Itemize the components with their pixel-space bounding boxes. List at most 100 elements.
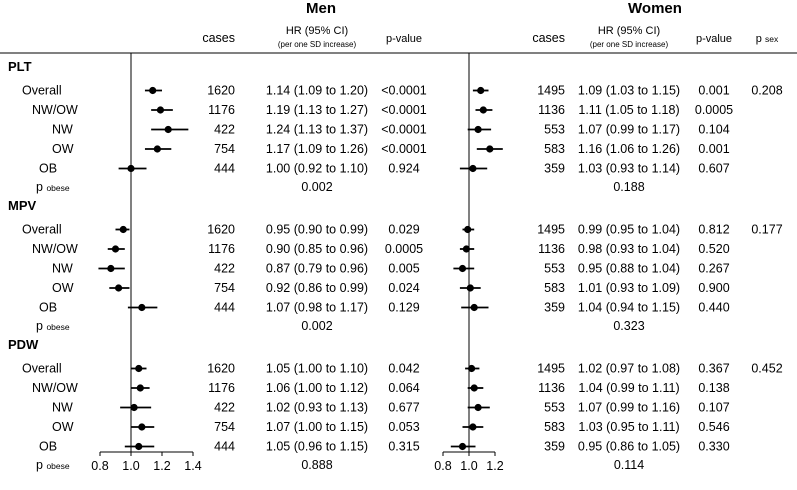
hr-value: 1.02 (0.93 to 1.13)	[266, 401, 368, 415]
panel-title: Men	[306, 0, 336, 17]
hr-value: 1.06 (1.00 to 1.12)	[266, 381, 368, 395]
hr-value: 1.16 (1.06 to 1.26)	[578, 142, 680, 156]
hr-value: 1.07 (0.98 to 1.17)	[266, 301, 368, 315]
x-tick-label: 1.4	[184, 459, 201, 473]
hr-header: HR (95% CI)	[286, 25, 348, 37]
p-value: 0.0005	[385, 242, 423, 256]
cases-value: 359	[544, 440, 565, 454]
cases-value: 422	[214, 123, 235, 137]
point-estimate	[156, 106, 165, 114]
p-obese-value: 0.323	[613, 319, 644, 333]
panel-women: Women cases HR (95% CI) (per one SD increas…	[434, 0, 782, 473]
point-estimate	[136, 384, 144, 392]
panel-men: Men cases HR (95% CI) (per one SD increase)…	[91, 0, 427, 473]
hr-value: 1.07 (0.99 to 1.16)	[578, 401, 680, 415]
row-label: NW/OW	[32, 381, 78, 395]
cases-value: 583	[544, 281, 565, 295]
point-estimate	[149, 86, 157, 95]
p-value: 0.330	[698, 440, 729, 454]
p-value: 0.001	[698, 142, 729, 156]
cases-value: 754	[214, 142, 235, 156]
p-obese-label: p obese	[36, 458, 70, 472]
hr-value: 0.98 (0.93 to 1.04)	[578, 242, 680, 256]
hr-value: 0.95 (0.88 to 1.04)	[578, 262, 680, 276]
row-label: OW	[52, 281, 74, 295]
hr-value: 0.90 (0.85 to 0.96)	[266, 242, 368, 256]
hr-value: 1.05 (0.96 to 1.15)	[266, 440, 368, 454]
cases-value: 553	[544, 123, 565, 137]
row-label: NW/OW	[32, 242, 78, 256]
cases-value: 553	[544, 262, 565, 276]
p-value: <0.0001	[381, 123, 427, 137]
point-estimate	[107, 264, 115, 273]
hr-value: 1.03 (0.95 to 1.11)	[578, 420, 679, 434]
hr-value: 1.07 (0.99 to 1.17)	[578, 123, 680, 137]
hr-value: 0.87 (0.79 to 0.96)	[266, 262, 368, 276]
cases-value: 1620	[207, 362, 235, 376]
cases-value: 359	[544, 162, 565, 176]
hr-value: 1.11 (1.05 to 1.18)	[578, 103, 679, 117]
hr-value: 0.95 (0.90 to 0.99)	[266, 223, 368, 237]
point-estimate	[115, 284, 123, 292]
p-sex-value: 0.177	[751, 223, 782, 237]
point-estimate	[111, 245, 120, 253]
row-label: NW	[52, 123, 73, 137]
row-label: Overall	[22, 84, 62, 98]
hr-value: 1.03 (0.93 to 1.14)	[578, 162, 680, 176]
point-estimate	[470, 303, 478, 312]
point-estimate	[458, 442, 467, 451]
cases-value: 1176	[208, 103, 235, 117]
p-obese-label: p obese	[36, 180, 70, 194]
point-estimate	[477, 86, 485, 95]
point-estimate	[462, 245, 470, 253]
p-value: <0.0001	[381, 103, 427, 117]
p-value: 0.001	[698, 84, 729, 98]
row-label: OB	[39, 301, 57, 315]
point-estimate	[127, 164, 135, 173]
p-value: 0.546	[698, 420, 729, 434]
cases-value: 754	[214, 281, 235, 295]
p-value: 0.029	[388, 223, 419, 237]
p-value: 0.267	[698, 262, 729, 276]
hr-value: 1.14 (1.09 to 1.20)	[266, 84, 368, 98]
cases-value: 583	[544, 420, 565, 434]
cases-value: 444	[214, 301, 235, 315]
p-value: 0.104	[698, 123, 729, 137]
p-obese-value: 0.188	[613, 180, 644, 194]
cases-value: 422	[214, 262, 235, 276]
p-value: 0.129	[388, 301, 419, 315]
section-label-pdw: PDW	[8, 337, 39, 352]
point-estimate	[119, 225, 127, 234]
row-label: NW	[52, 401, 73, 415]
point-estimate	[164, 125, 172, 134]
row-label: OW	[52, 142, 74, 156]
panel-title: Women	[628, 0, 682, 17]
cases-value: 422	[214, 401, 235, 415]
point-estimate	[474, 403, 482, 412]
p-value: 0.367	[698, 362, 729, 376]
hr-value: 1.02 (0.97 to 1.08)	[578, 362, 680, 376]
p-value: 0.042	[388, 362, 419, 376]
cases-value: 1136	[538, 103, 565, 117]
p-value: 0.315	[388, 440, 419, 454]
hr-value: 1.01 (0.93 to 1.09)	[578, 281, 680, 295]
cases-value: 583	[544, 142, 565, 156]
p-value: 0.107	[698, 401, 729, 415]
p-sex-value: 0.208	[751, 84, 782, 98]
point-estimate	[138, 423, 146, 431]
p-value: 0.607	[698, 162, 729, 176]
p-obese-value: 0.114	[614, 458, 644, 472]
p-obese-value: 0.888	[301, 458, 332, 472]
p-obese-value: 0.002	[301, 319, 332, 333]
hr-value: 1.09 (1.03 to 1.15)	[578, 84, 680, 98]
p-value: 0.138	[698, 381, 729, 395]
hr-value: 1.04 (0.99 to 1.11)	[578, 381, 679, 395]
cases-header: cases	[532, 31, 565, 45]
hr-value: 0.92 (0.86 to 0.99)	[266, 281, 368, 295]
x-tick-label: 0.8	[434, 459, 451, 473]
row-label: NW/OW	[32, 103, 78, 117]
cases-value: 754	[214, 420, 235, 434]
x-tick-label: 1.2	[486, 459, 503, 473]
cases-value: 1495	[537, 362, 565, 376]
